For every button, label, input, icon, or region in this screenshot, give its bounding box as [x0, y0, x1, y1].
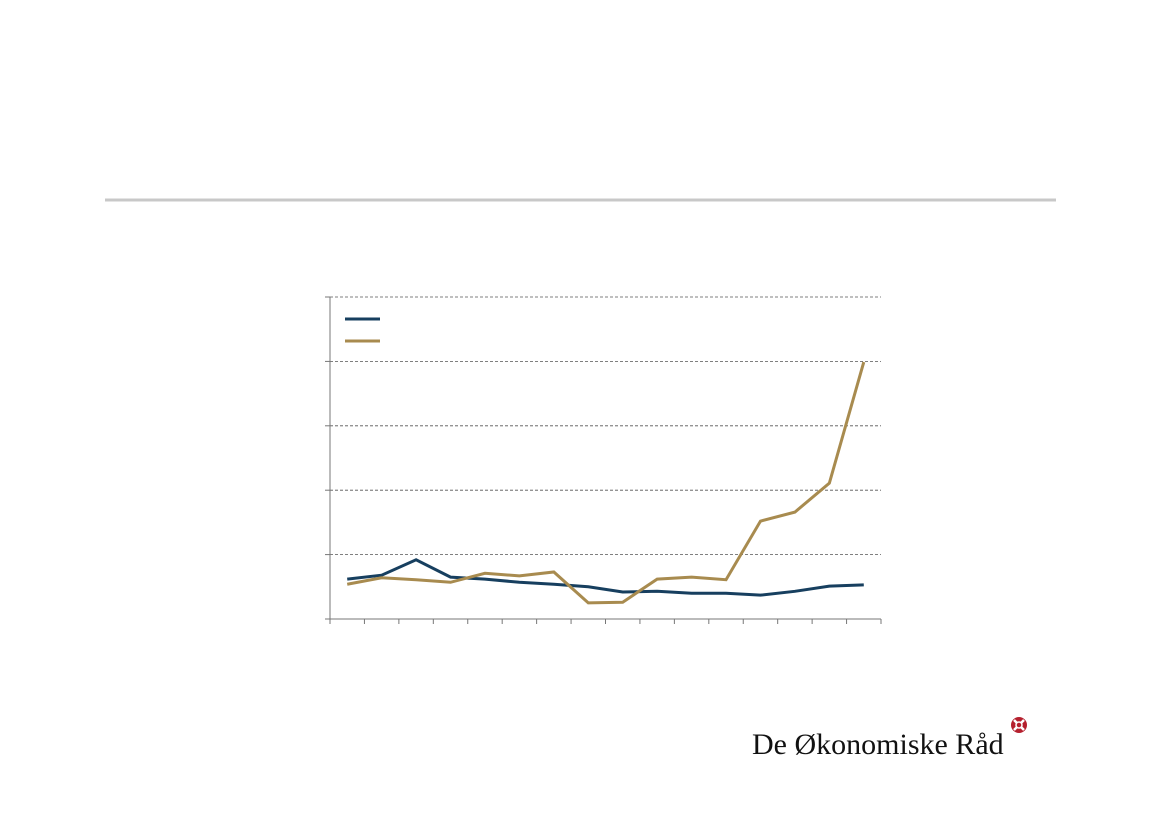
logo-text: De Økonomiske Råd	[752, 728, 1004, 761]
chart	[325, 296, 882, 624]
logo-icon-core	[1015, 721, 1023, 729]
series-line	[346, 361, 866, 605]
logo: De Økonomiske Råd	[752, 717, 1027, 761]
series-line	[347, 558, 864, 597]
